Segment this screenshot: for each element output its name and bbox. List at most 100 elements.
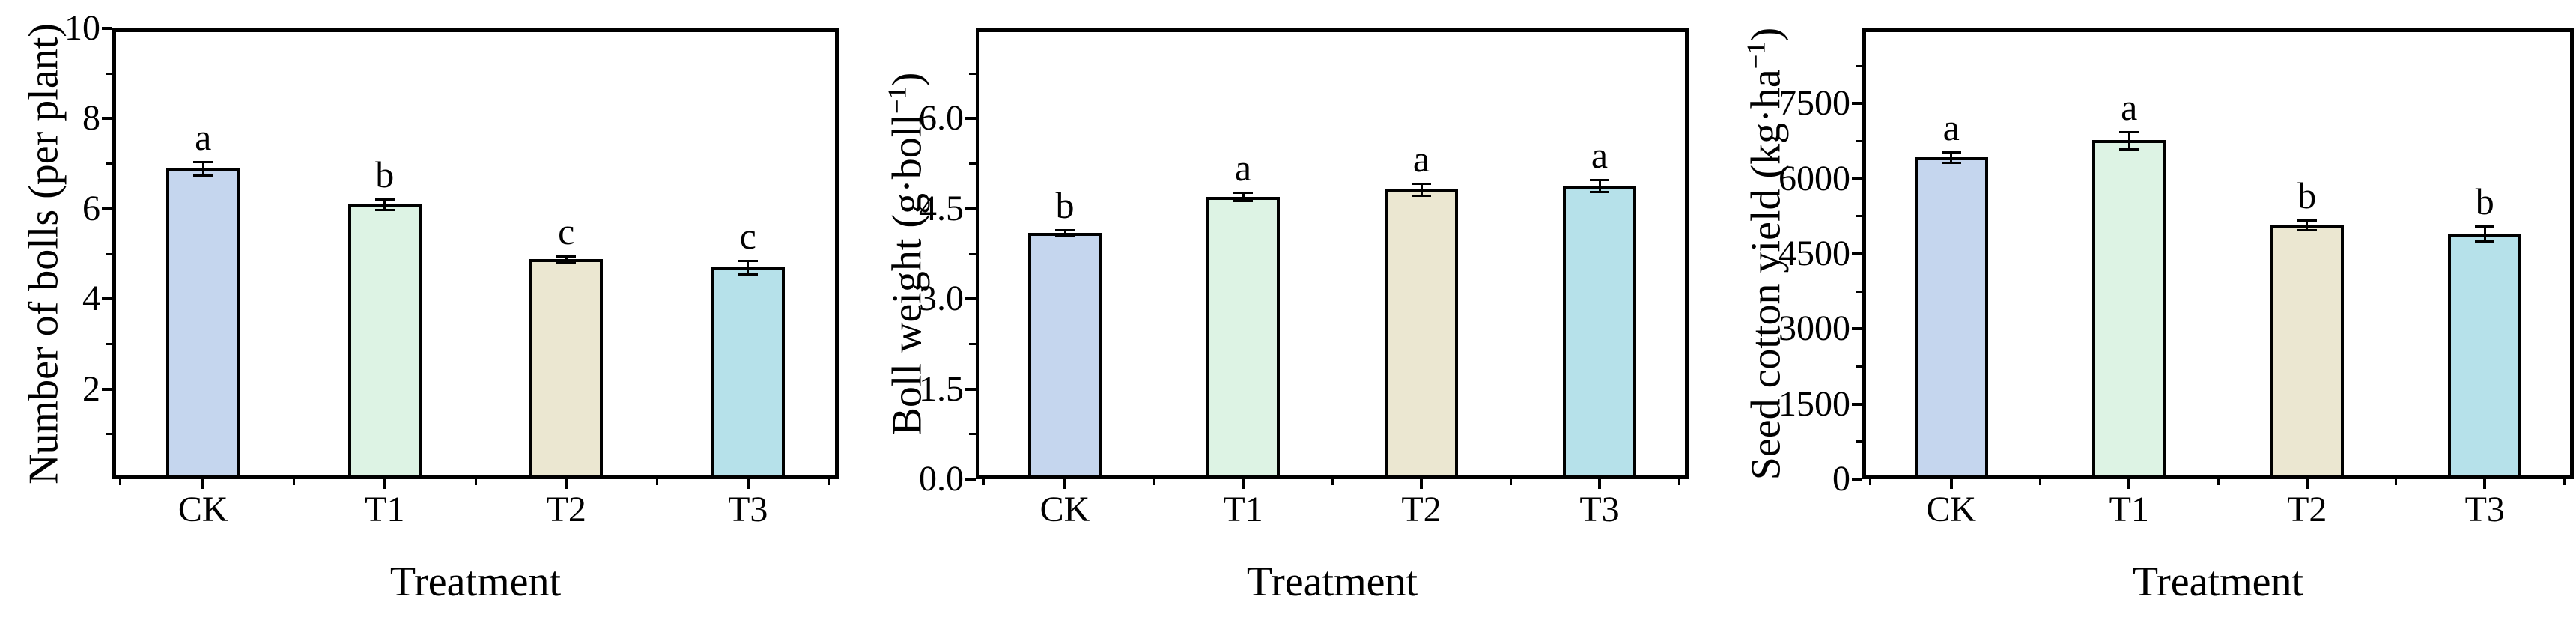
x-tick-label-T2: T2 — [546, 490, 586, 529]
y-major-tick — [102, 117, 112, 121]
sig-letter-number-of-bolls-T1: b — [375, 153, 395, 195]
y-major-tick — [965, 297, 976, 301]
y-minor-tick — [106, 252, 112, 255]
error-bar-boll-weight-T1 — [1242, 192, 1245, 201]
x-major-tick — [746, 479, 750, 489]
x-minor-tick — [2395, 479, 2397, 485]
error-bar-seed-cotton-yield-T2 — [2306, 219, 2309, 231]
y-major-tick — [102, 387, 112, 391]
y-minor-tick — [1856, 215, 1862, 218]
x-minor-tick — [118, 479, 121, 485]
bar-boll-weight-T1 — [1206, 196, 1280, 479]
y-major-tick — [1852, 478, 1862, 481]
y-major-tick — [102, 27, 112, 30]
y-axis-title-text: Number of bolls (per plant — [20, 37, 67, 484]
y-minor-tick — [106, 433, 112, 436]
y-tick-label-6.0: 6.0 — [919, 98, 964, 139]
x-minor-tick — [982, 479, 985, 485]
error-cap-top — [738, 260, 758, 263]
y-axis-title-boll-weight: Boll weight (g·boll−1) — [876, 73, 931, 436]
bar-seed-cotton-yield-T2 — [2270, 225, 2344, 479]
x-major-tick — [2305, 479, 2309, 489]
error-bar-number-of-bolls-T3 — [747, 261, 750, 275]
error-cap-top — [1590, 179, 1609, 182]
error-cap-top — [2297, 219, 2317, 222]
error-bar-number-of-bolls-T2 — [565, 256, 568, 263]
y-minor-tick — [1856, 365, 1862, 368]
error-bar-seed-cotton-yield-T3 — [2483, 225, 2486, 241]
x-axis-title-number-of-bolls: Treatment — [389, 559, 562, 605]
x-minor-tick — [827, 479, 830, 485]
y-tick-label-3.0: 3.0 — [919, 279, 964, 319]
x-minor-tick — [1868, 479, 1871, 485]
error-cap-top — [1941, 151, 1961, 154]
y-tick-label-6000: 6000 — [1778, 158, 1850, 198]
x-minor-tick — [1331, 479, 1334, 485]
y-major-tick — [1852, 402, 1862, 406]
error-cap-bottom — [2475, 240, 2495, 243]
sig-letter-boll-weight-T3: a — [1591, 134, 1609, 177]
sig-letter-number-of-bolls-T3: c — [739, 215, 756, 258]
y-major-tick — [1852, 327, 1862, 331]
y-minor-tick — [106, 72, 112, 75]
y-axis-title-text: Boll weight (g·boll — [884, 114, 931, 436]
bar-number-of-bolls-T2 — [529, 259, 604, 479]
y-minor-tick — [106, 162, 112, 165]
y-major-tick — [965, 207, 976, 210]
x-minor-tick — [2217, 479, 2220, 485]
bar-boll-weight-T3 — [1563, 186, 1636, 479]
x-minor-tick — [2563, 479, 2566, 485]
x-tick-label-CK: CK — [1926, 490, 1977, 529]
y-tick-label-4.5: 4.5 — [919, 188, 964, 228]
y-major-tick — [1852, 252, 1862, 255]
error-bar-boll-weight-CK — [1063, 229, 1066, 236]
error-bar-seed-cotton-yield-T1 — [2127, 131, 2130, 149]
error-bar-number-of-bolls-CK — [201, 161, 204, 175]
y-minor-tick — [1856, 64, 1862, 67]
x-minor-tick — [656, 479, 658, 485]
x-minor-tick — [293, 479, 295, 485]
x-minor-tick — [474, 479, 477, 485]
error-bar-seed-cotton-yield-CK — [1950, 152, 1953, 162]
error-cap-top — [374, 198, 395, 201]
error-bar-boll-weight-T2 — [1420, 183, 1423, 196]
plot-frame-number-of-bolls — [112, 28, 839, 479]
y-minor-tick — [969, 72, 976, 75]
error-cap-top — [2119, 130, 2139, 133]
x-axis-title-boll-weight: Treatment — [1246, 559, 1418, 605]
y-tick-label-10: 10 — [64, 8, 100, 48]
y-major-tick — [102, 297, 112, 301]
plot-frame-seed-cotton-yield — [1862, 28, 2574, 479]
y-tick-label-1.5: 1.5 — [919, 368, 964, 409]
y-minor-tick — [1856, 140, 1862, 142]
y-tick-label-3000: 3000 — [1778, 308, 1850, 349]
error-cap-bottom — [1233, 200, 1253, 203]
y-major-tick — [965, 387, 976, 391]
x-tick-label-T1: T1 — [365, 490, 405, 529]
y-major-tick — [1852, 102, 1862, 106]
error-cap-bottom — [193, 174, 213, 177]
sig-letter-seed-cotton-yield-T1: a — [2121, 85, 2138, 128]
error-cap-bottom — [738, 273, 758, 276]
sig-letter-boll-weight-T2: a — [1412, 138, 1430, 180]
y-axis-title-superscript: −1 — [1741, 41, 1771, 70]
x-major-tick — [2483, 479, 2487, 489]
x-major-tick — [383, 479, 386, 489]
y-axis-title-superscript: −1 — [882, 86, 912, 115]
x-axis-title-seed-cotton-yield: Treatment — [2132, 559, 2304, 605]
x-major-tick — [1949, 479, 1953, 489]
error-cap-top — [1412, 183, 1431, 186]
sig-letter-boll-weight-CK: b — [1055, 183, 1075, 226]
y-minor-tick — [1856, 290, 1862, 293]
y-minor-tick — [969, 433, 976, 436]
bar-boll-weight-CK — [1028, 232, 1102, 479]
error-cap-bottom — [2119, 148, 2139, 151]
y-major-tick — [1852, 177, 1862, 180]
x-tick-label-CK: CK — [177, 490, 228, 529]
y-axis-title-seed-cotton-yield: Seed cotton yield (kg·ha−1) — [1735, 28, 1790, 481]
x-minor-tick — [2039, 479, 2041, 485]
y-tick-label-2: 2 — [82, 368, 100, 409]
x-major-tick — [1420, 479, 1423, 489]
sig-letter-seed-cotton-yield-CK: a — [1942, 106, 1960, 149]
